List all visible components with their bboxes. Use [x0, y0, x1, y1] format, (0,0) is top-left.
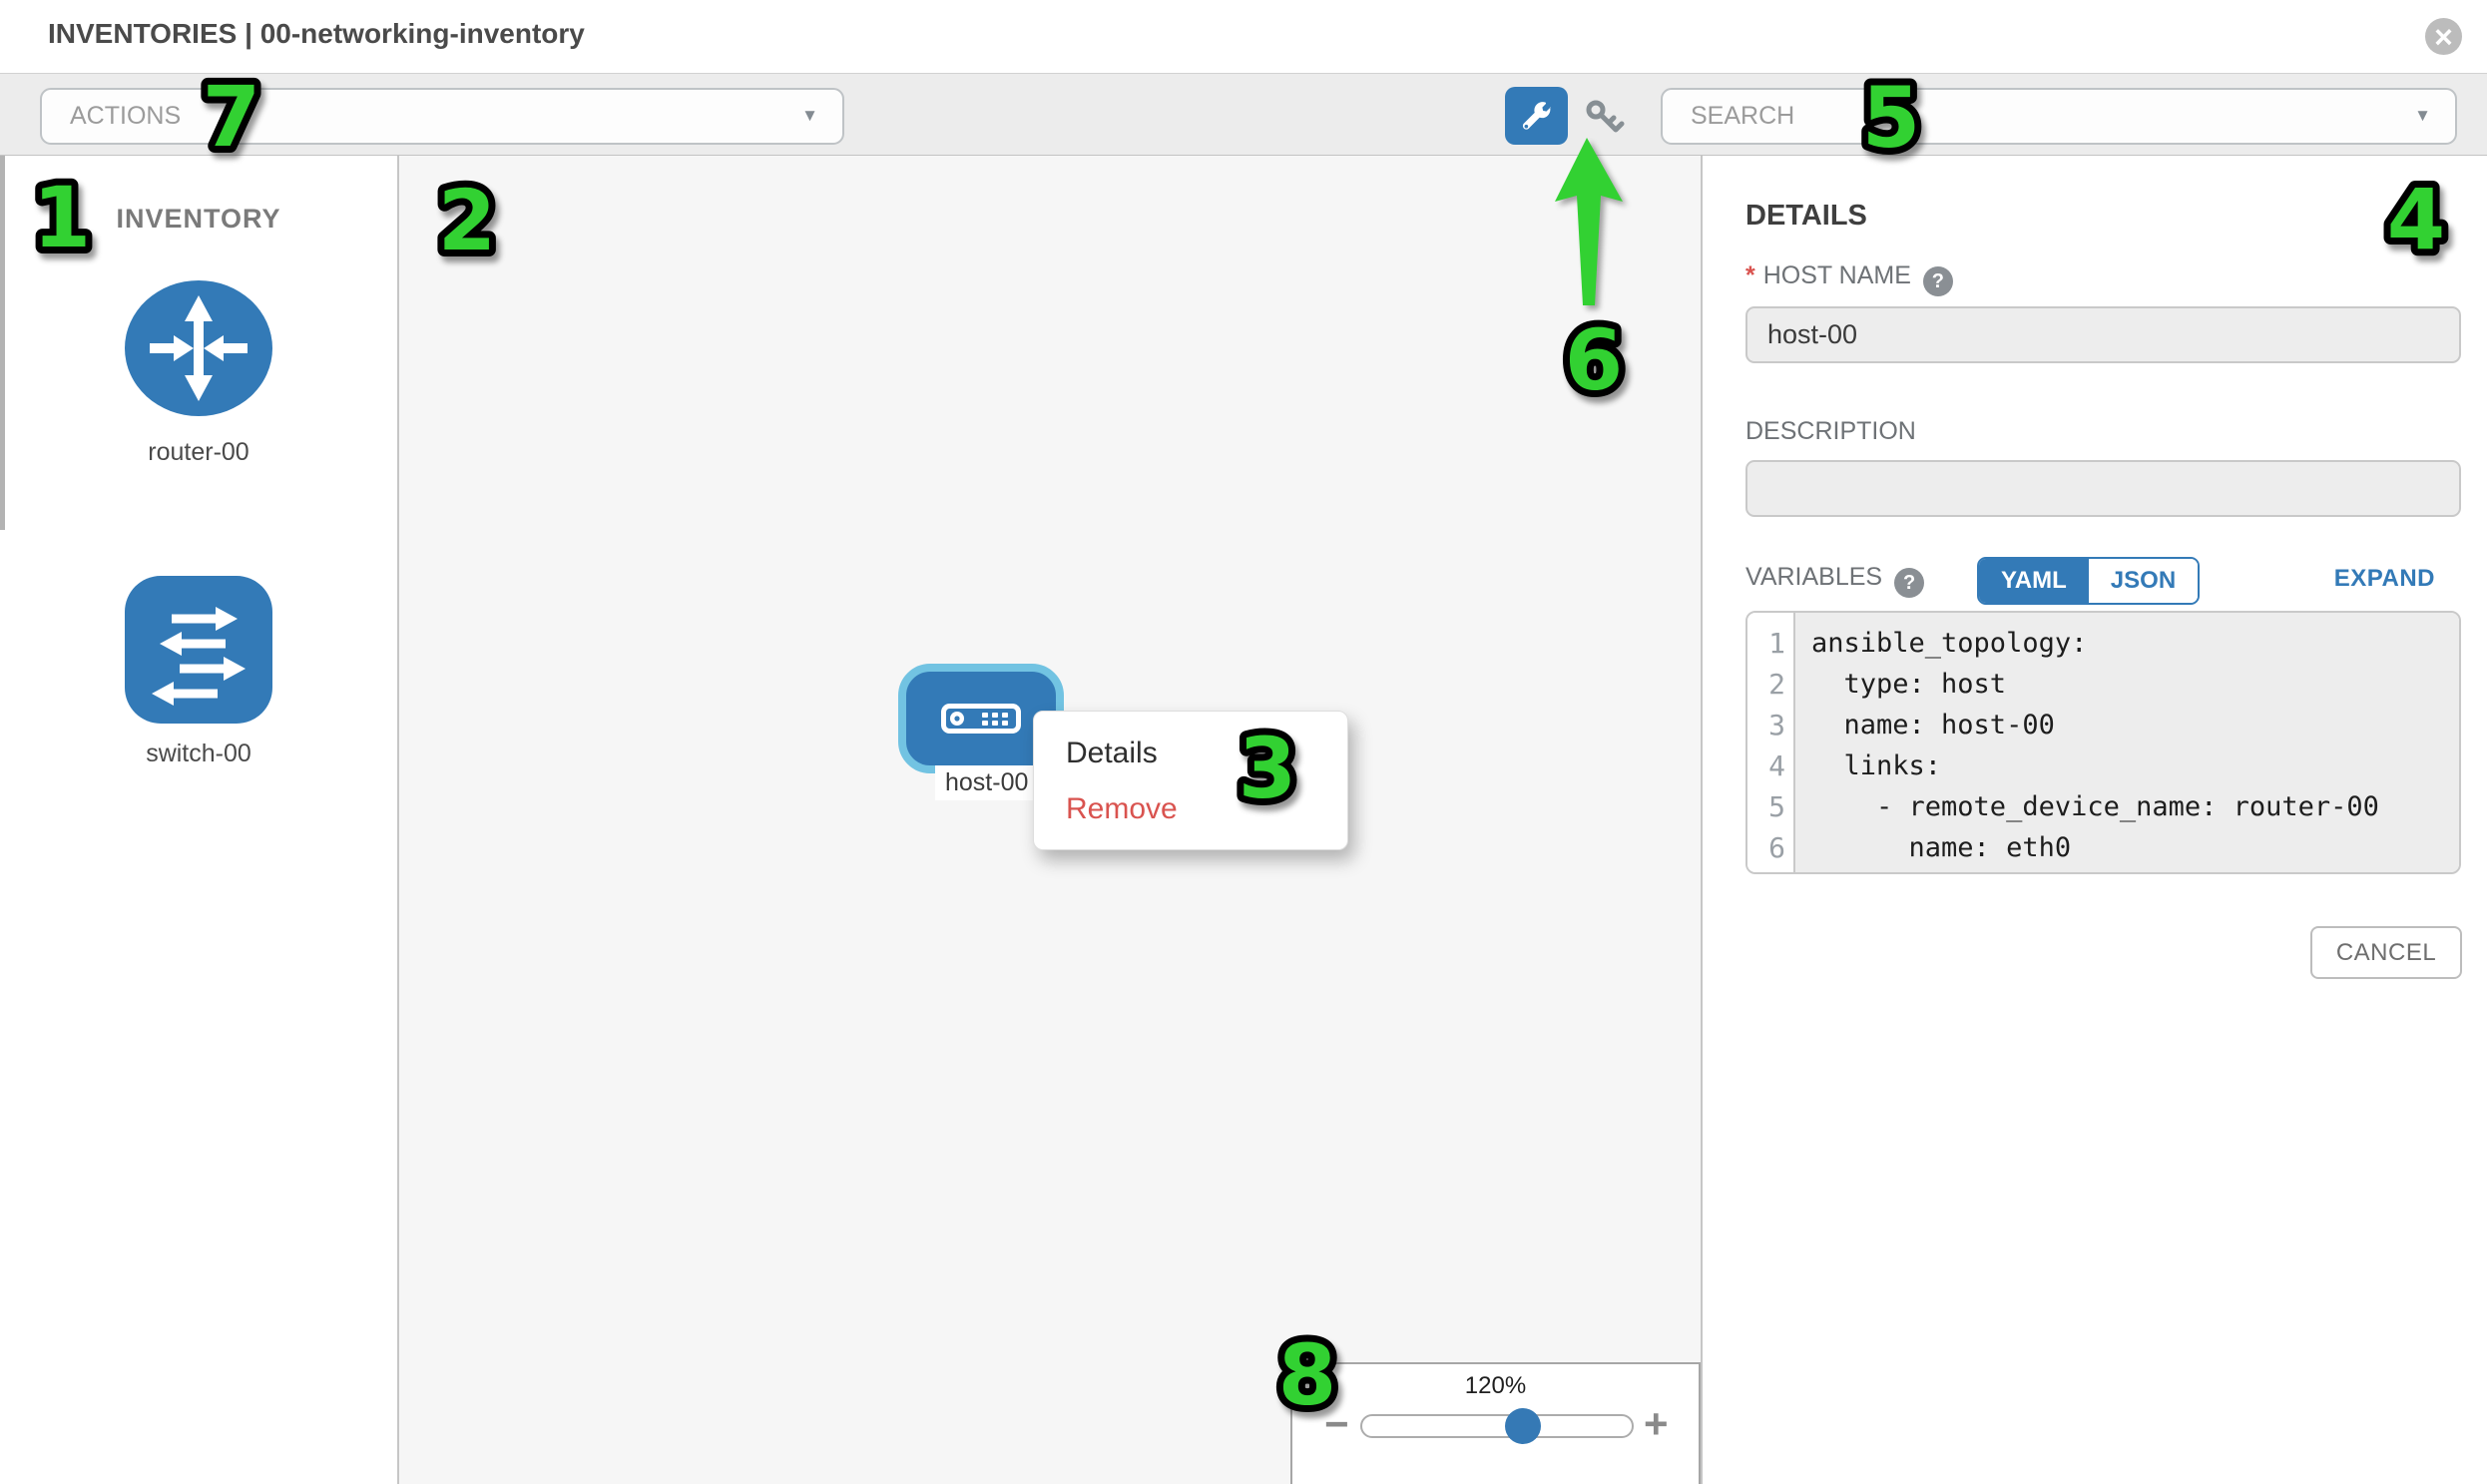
key-icon	[1586, 100, 1625, 133]
description-label: DESCRIPTION	[1745, 417, 1916, 445]
variables-format-toggle: YAML JSON	[1977, 557, 2201, 605]
line-number: 6	[1768, 831, 1785, 864]
description-input[interactable]	[1745, 460, 2461, 517]
header-bar: INVENTORIES | 00-networking-inventory ×	[0, 0, 2487, 73]
help-icon[interactable]: ?	[1894, 568, 1925, 598]
router-icon	[124, 273, 273, 428]
credentials-button[interactable]	[1583, 98, 1629, 138]
tab-yaml[interactable]: YAML	[1979, 559, 2089, 603]
chevron-down-icon: ▼	[801, 105, 818, 125]
host-node-label: host-00	[935, 765, 1039, 800]
host-icon	[941, 704, 1021, 734]
line-number: 2	[1768, 668, 1785, 701]
page-title: INVENTORIES | 00-networking-inventory	[48, 18, 585, 49]
code-line: - remote_device_name: router-00	[1811, 791, 2379, 822]
zoom-slider-thumb[interactable]	[1505, 1408, 1541, 1444]
zoom-slider-track[interactable]	[1360, 1414, 1634, 1438]
editor-gutter: 1 2 3 4 5 6 7	[1747, 613, 1795, 872]
chevron-down-icon: ▼	[2414, 105, 2431, 125]
switch-icon	[124, 575, 273, 730]
host-name-label: * HOST NAME?	[1745, 261, 1953, 296]
toolbar: ACTIONS ▼ SEARCH ▼	[0, 73, 2487, 156]
details-panel-title: DETAILS	[1745, 200, 1867, 232]
line-number: 7	[1747, 868, 1793, 872]
actions-dropdown[interactable]: ACTIONS ▼	[40, 88, 844, 145]
line-number: 1	[1768, 627, 1785, 660]
sidebar-scrollbar[interactable]	[0, 156, 5, 530]
line-number: 5	[1768, 790, 1785, 823]
context-menu-item-details[interactable]: Details	[1066, 737, 1158, 769]
editor-code-area[interactable]: ansible_topology: type: host name: host-…	[1795, 613, 2459, 872]
configure-button[interactable]	[1505, 87, 1568, 145]
code-line: name: eth0	[1811, 832, 2072, 863]
inventory-sidebar: INVENTORY router-00	[0, 156, 399, 1484]
variables-editor[interactable]: 1 2 3 4 5 6 7 ansible_topology: type: ho…	[1745, 611, 2461, 874]
variables-label: VARIABLES	[1745, 563, 1883, 591]
required-asterisk: *	[1745, 261, 1755, 289]
search-placeholder: SEARCH	[1691, 102, 1795, 130]
actions-dropdown-label: ACTIONS	[70, 102, 182, 130]
code-line: name: host-00	[1811, 710, 2055, 741]
zoom-out-button[interactable]: −	[1324, 1400, 1349, 1447]
sidebar-title: INVENTORY	[116, 204, 281, 234]
search-dropdown[interactable]: SEARCH ▼	[1661, 88, 2457, 145]
expand-link[interactable]: EXPAND	[2333, 565, 2435, 592]
tab-json[interactable]: JSON	[2088, 559, 2199, 603]
close-icon[interactable]: ×	[2425, 18, 2462, 55]
code-line: links:	[1811, 750, 1942, 781]
sidebar-item-label: router-00	[148, 438, 249, 466]
variables-row: VARIABLES? YAML JSON EXPAND	[1745, 557, 2461, 607]
context-menu: Details Remove	[1033, 711, 1348, 850]
host-name-input[interactable]	[1745, 306, 2461, 363]
code-line: ansible_topology:	[1811, 628, 2088, 659]
line-number: 4	[1768, 749, 1785, 782]
wrench-icon	[1522, 102, 1552, 130]
sidebar-item-router[interactable]: router-00	[0, 273, 397, 467]
zoom-percent-value: 120%	[1464, 1372, 1527, 1399]
details-panel: DETAILS *HOST NAME? DESCRIPTION VARIABLE…	[1703, 156, 2487, 1484]
sidebar-item-switch[interactable]: switch-00	[0, 575, 397, 768]
context-menu-item-remove[interactable]: Remove	[1066, 792, 1178, 825]
code-line: type: host	[1811, 669, 2007, 700]
cancel-button[interactable]: CANCEL	[2310, 926, 2462, 979]
help-icon[interactable]: ?	[1922, 266, 1953, 296]
zoom-in-button[interactable]: +	[1644, 1400, 1669, 1447]
topology-canvas[interactable]: host-00 Details Remove 120% − +	[399, 156, 1703, 1484]
code-line: remote_interface_name: eth0	[1811, 868, 2459, 872]
sidebar-item-label: switch-00	[146, 740, 251, 767]
zoom-control-panel: 120% − +	[1290, 1362, 1701, 1484]
line-number: 3	[1768, 709, 1785, 742]
